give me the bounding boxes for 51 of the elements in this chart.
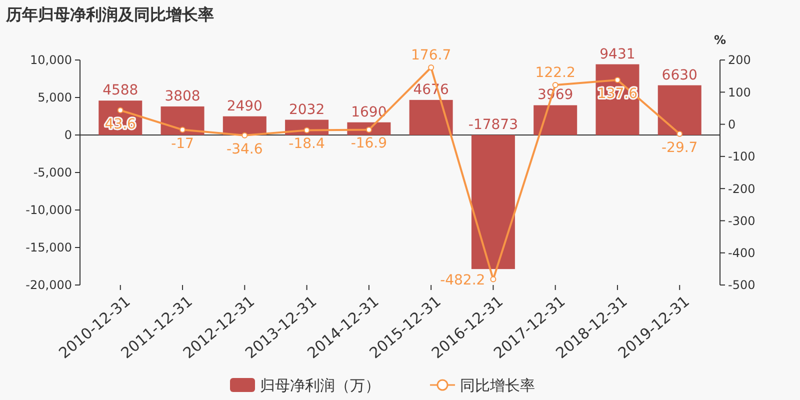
point <box>490 276 496 282</box>
y2-tick-label: 0 <box>728 117 736 132</box>
y2-axis-title: % <box>714 33 726 47</box>
data-label: 3808 <box>164 88 200 104</box>
y2-tick-label: -100 <box>728 150 756 164</box>
y2-tick-label: -200 <box>728 182 756 196</box>
y2-tick-label: 200 <box>728 53 751 68</box>
data-label: -18.4 <box>288 136 325 152</box>
y-tick-label: 5,000 <box>38 90 72 105</box>
y2-tick-label: 100 <box>728 85 751 100</box>
data-label: -16.9 <box>350 136 388 152</box>
point <box>304 127 310 134</box>
y2-tick-label: -500 <box>728 278 756 292</box>
point <box>117 107 124 114</box>
data-label: -29.7 <box>661 140 698 156</box>
y-tick-label: -5,000 <box>33 166 72 180</box>
point <box>366 126 372 133</box>
point <box>552 82 558 88</box>
data-label: -34.6 <box>226 141 263 158</box>
point <box>180 126 186 133</box>
y2-tick-label: -400 <box>728 246 756 260</box>
bar <box>534 105 578 135</box>
data-label: 6630 <box>662 67 698 84</box>
data-label: -482.2 <box>440 272 486 288</box>
chart-title: 历年归母净利润及同比增长率 <box>5 5 214 24</box>
y-tick-label: 0 <box>64 128 72 142</box>
data-label: 2032 <box>288 102 325 118</box>
point <box>614 77 620 84</box>
data-label: 4588 <box>102 82 138 99</box>
data-label: 43.6 <box>104 116 136 132</box>
data-label: 122.2 <box>535 65 576 82</box>
data-label: 176.7 <box>411 47 452 64</box>
point <box>428 64 434 70</box>
data-label: -17873 <box>468 117 518 133</box>
y-tick-label: -10,000 <box>26 203 72 218</box>
bar <box>160 106 204 135</box>
y-tick-label: 10,000 <box>30 53 72 68</box>
point <box>676 130 683 137</box>
bar <box>409 100 453 135</box>
y-tick-label: -20,000 <box>26 278 72 292</box>
bar <box>658 85 702 135</box>
y-tick-label: -15,000 <box>26 240 72 255</box>
data-label: 9431 <box>600 46 636 62</box>
data-label: -17 <box>171 136 194 152</box>
point <box>242 132 248 138</box>
y2-tick-label: -300 <box>728 214 756 228</box>
bar <box>222 116 266 135</box>
bar <box>471 135 515 270</box>
legend-label: 归母净利润（万） <box>260 376 380 394</box>
data-label: 2490 <box>226 98 262 114</box>
legend-label: 同比增长率 <box>460 376 535 394</box>
